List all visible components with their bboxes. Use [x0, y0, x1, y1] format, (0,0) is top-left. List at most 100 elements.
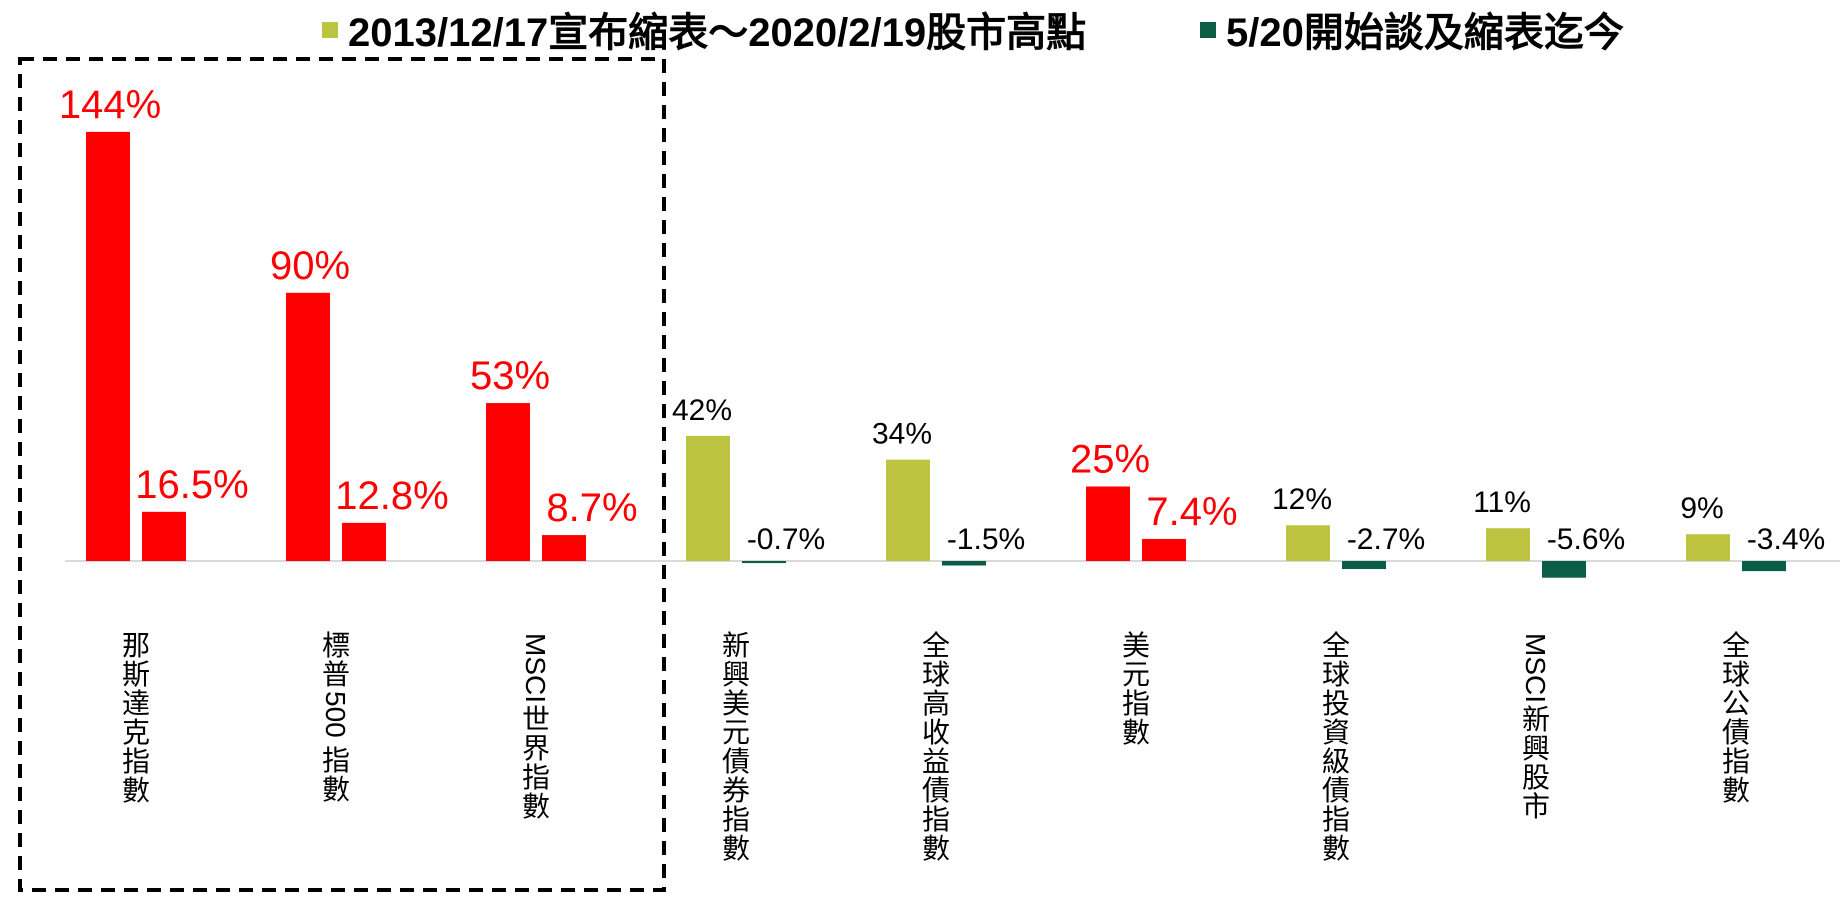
category-label-4-part-3: 美: [722, 688, 750, 719]
category-label-6-part-4: 數: [1122, 717, 1150, 748]
category-label-4-part-2: 興: [722, 659, 750, 690]
category-label-2-part-3: 500: [320, 691, 351, 738]
value-label-series2-6: 7.4%: [1146, 490, 1237, 534]
value-label-series1-4: 42%: [672, 394, 732, 427]
category-label-5-part-1: 全: [922, 630, 950, 661]
highlight-box: [18, 57, 666, 892]
value-label-series1-1: 144%: [59, 83, 161, 127]
value-label-series1-8: 11%: [1473, 486, 1531, 519]
category-label-9-part-1: 全: [1722, 630, 1750, 661]
bar-series1-9: [1686, 534, 1730, 561]
category-label-5-part-6: 債: [922, 775, 950, 806]
bar-series1-6: [1086, 486, 1130, 561]
category-label-4-part-7: 指: [722, 804, 750, 835]
category-label-9-part-2: 球: [1722, 659, 1750, 690]
value-label-series1-3: 53%: [470, 354, 550, 398]
category-label-6-part-3: 指: [1122, 688, 1150, 719]
bar-series1-1: [86, 131, 130, 561]
bar-series2-5: [942, 561, 986, 566]
category-label-7-part-2: 球: [1322, 659, 1350, 690]
value-label-series2-9: -3.4%: [1747, 523, 1825, 556]
category-label-9-part-4: 債: [1722, 717, 1750, 748]
category-label-7-part-1: 全: [1322, 630, 1350, 661]
category-label-5-part-2: 球: [922, 659, 950, 690]
legend-label-series-2: 5/20開始談及縮表迄今: [1226, 11, 1624, 55]
bar-series1-8: [1486, 528, 1530, 561]
value-label-series1-7: 12%: [1272, 483, 1332, 516]
category-label-1-part-6: 數: [122, 775, 150, 806]
category-label-4-part-8: 數: [722, 833, 750, 864]
value-label-series1-9: 9%: [1680, 492, 1723, 525]
category-label-1-part-1: 那: [122, 630, 150, 661]
category-label-9-part-6: 數: [1722, 775, 1750, 806]
legend: 2013/12/17宣布縮表～2020/2/19股市高點 5/20開始談及縮表迄…: [322, 11, 1624, 55]
category-label-8-part-2: 新: [1522, 704, 1550, 735]
bar-series2-9: [1742, 561, 1786, 572]
category-label-5-part-7: 指: [922, 804, 950, 835]
value-label-series2-3: 8.7%: [546, 486, 637, 530]
category-label-7-part-4: 資: [1322, 717, 1350, 748]
category-label-1-part-5: 指: [122, 746, 150, 777]
bar-series1-2: [286, 292, 330, 561]
category-label-7-part-7: 指: [1322, 804, 1350, 835]
bar-series2-1: [142, 511, 186, 561]
bar-series2-7: [1342, 561, 1386, 570]
bar-series2-2: [342, 522, 386, 561]
bar-series1-5: [886, 459, 930, 561]
legend-swatch-series-1: [322, 22, 338, 38]
bar-series1-3: [486, 403, 530, 561]
category-label-7-part-6: 債: [1322, 775, 1350, 806]
category-label-4-part-6: 券: [722, 775, 750, 806]
category-label-7-part-8: 數: [1322, 833, 1350, 864]
category-label-2-part-1: 標: [322, 630, 350, 661]
category-label-9-part-5: 指: [1722, 746, 1750, 777]
value-label-series1-6: 25%: [1070, 438, 1150, 482]
category-label-5-part-5: 益: [922, 746, 950, 777]
value-label-series2-2: 12.8%: [335, 474, 448, 518]
value-labels-layer: 144% 16.5% 90% 12.8% 53% 8.7% 42% -0.7% 34% -1.5%…: [59, 83, 1825, 556]
category-label-3-part-3: 界: [522, 733, 550, 764]
category-label-9-part-3: 公: [1722, 688, 1750, 719]
value-label-series1-2: 90%: [270, 244, 350, 288]
category-label-6-part-1: 美: [1122, 630, 1150, 661]
bar-series1-4: [686, 435, 730, 561]
bar-series2-8: [1542, 561, 1586, 578]
category-label-4-part-1: 新: [722, 630, 750, 661]
category-label-7-part-3: 投: [1322, 688, 1350, 719]
category-label-6-part-2: 元: [1122, 659, 1150, 690]
category-label-2-part-5: 數: [322, 774, 350, 805]
bar-series2-3: [542, 535, 586, 561]
category-label-7-part-5: 級: [1322, 746, 1350, 777]
category-label-1-part-2: 斯: [122, 659, 150, 690]
bar-series2-4: [742, 561, 786, 564]
bar-series2-6: [1142, 538, 1186, 561]
legend-label-series-1: 2013/12/17宣布縮表～2020/2/19股市高點: [348, 11, 1086, 55]
category-label-3-part-1: MSCI: [520, 633, 551, 703]
category-label-8-part-4: 股: [1522, 762, 1550, 793]
value-label-series2-8: -5.6%: [1547, 523, 1625, 556]
value-label-series2-4: -0.7%: [747, 523, 825, 556]
category-label-4-part-4: 元: [722, 717, 750, 748]
category-label-5-part-8: 數: [922, 833, 950, 864]
category-label-3-part-5: 數: [522, 791, 550, 822]
legend-swatch-series-2: [1200, 22, 1216, 38]
category-label-8-part-1: MSCI: [1520, 633, 1551, 703]
category-label-5-part-3: 高: [922, 688, 950, 719]
category-label-1-part-4: 克: [122, 717, 150, 748]
category-label-3-part-4: 指: [522, 762, 550, 793]
bars-layer: [86, 131, 1786, 578]
category-label-5-part-4: 收: [922, 717, 950, 748]
category-label-8-part-5: 市: [1522, 791, 1550, 822]
value-label-series2-1: 16.5%: [135, 463, 248, 507]
category-label-4-part-5: 債: [722, 746, 750, 777]
